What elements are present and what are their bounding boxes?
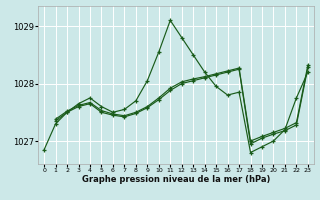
X-axis label: Graphe pression niveau de la mer (hPa): Graphe pression niveau de la mer (hPa) [82, 175, 270, 184]
